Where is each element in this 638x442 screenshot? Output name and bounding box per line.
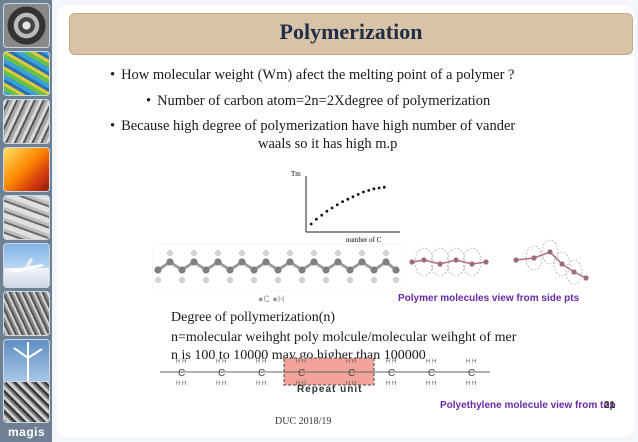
svg-text:H H: H H: [176, 359, 186, 365]
bullet-2: • Number of carbon atom=2n=2Xdegree of po…: [146, 93, 490, 110]
footer-text: DUC 2018/19: [275, 416, 332, 427]
chart-point: [320, 213, 324, 217]
chart-point: [335, 203, 339, 207]
wind-turbine-icon: [3, 339, 50, 384]
page-title: Polymerization: [279, 19, 423, 44]
svg-text:H H: H H: [256, 359, 266, 365]
svg-text:C: C: [468, 368, 475, 379]
colormap-icon: [3, 51, 50, 96]
bullet-text: Number of carbon atom=2n=2Xdegree of pol…: [157, 93, 491, 109]
heat-cube-icon: [3, 147, 50, 192]
svg-text:C: C: [258, 368, 265, 379]
wind-turbine-shape: [13, 342, 43, 382]
title-bar: Polymerization: [69, 13, 633, 55]
fibers-icon: [3, 99, 50, 144]
chart-point: [341, 200, 344, 203]
atom-legend: ●C ●H: [258, 294, 285, 304]
bullet-1: • How molecular weight (Wm) afect the mel…: [110, 67, 514, 84]
chart-point: [346, 197, 350, 201]
chart-point: [330, 206, 334, 210]
bullet-dot: •: [110, 118, 116, 134]
chart-points: [309, 185, 386, 226]
degree-formula: n=molecular weihght poly molcule/molecul…: [171, 330, 517, 345]
chart-point: [382, 185, 386, 189]
svg-text:H H: H H: [216, 359, 226, 365]
bullet-3-continuation: waals so it has high m.p: [258, 136, 398, 152]
sidebar: magis: [0, 0, 52, 442]
tm-chart: Tm number of C: [291, 170, 400, 244]
bullet-dot: •: [110, 67, 116, 83]
svg-text:C: C: [388, 368, 395, 379]
svg-text:C: C: [178, 368, 185, 379]
repeat-unit-label: Repeat unit: [297, 384, 363, 395]
svg-text:H H: H H: [426, 359, 436, 365]
polyethylene-caption: Polyethylene molecule view from top: [440, 400, 616, 411]
y-axis-label: Tm: [291, 170, 301, 178]
airplane-icon: [3, 243, 50, 288]
svg-text:H H: H H: [256, 381, 266, 386]
chart-point: [325, 209, 329, 213]
svg-text:C: C: [298, 368, 305, 379]
chart-point: [367, 189, 371, 192]
grain-icon: [3, 195, 50, 240]
airplane-shape: [10, 258, 44, 273]
svg-text:H H: H H: [466, 359, 476, 365]
svg-text:H H: H H: [216, 381, 226, 386]
page-number: 21: [604, 400, 616, 411]
polymer-molecules-side-view: [409, 239, 589, 285]
turbine-icon: [3, 3, 50, 48]
chart-point: [356, 193, 360, 196]
polymer-molecules-caption: Polymer molecules view from side pts: [398, 293, 580, 304]
svg-text:H H: H H: [346, 359, 356, 365]
svg-text:C: C: [428, 368, 435, 379]
svg-text:H H: H H: [426, 381, 436, 386]
chart-point: [362, 190, 365, 194]
chart-point: [377, 186, 381, 190]
polymer-chain-side-view: [152, 244, 402, 292]
bullet-3: • Because high degree of polymerization h…: [110, 118, 515, 135]
bullet-dot: •: [146, 93, 152, 109]
svg-text:H H: H H: [346, 381, 356, 386]
bullet-text: How molecular weight (Wm) afect the melt…: [121, 67, 515, 83]
svg-text:H H: H H: [386, 359, 396, 365]
svg-text:H H: H H: [176, 381, 186, 386]
svg-text:H H: H H: [296, 381, 306, 386]
grain-structure-icon: [3, 381, 50, 423]
chart-point: [309, 222, 313, 226]
svg-text:H H: H H: [466, 381, 476, 386]
svg-text:C: C: [348, 368, 355, 379]
chart-point: [372, 187, 376, 191]
degree-heading: Degree of pollymerization(n): [171, 310, 336, 325]
x-axis-label: number of C: [346, 236, 382, 244]
svg-text:H H: H H: [386, 381, 396, 386]
svg-text:H H: H H: [296, 359, 306, 365]
magis-logo: magis: [8, 425, 46, 439]
svg-text:C: C: [218, 368, 225, 379]
chart-point: [315, 217, 318, 221]
bullet-text: Because high degree of polymerization ha…: [121, 118, 516, 134]
chart-point: [351, 195, 355, 199]
texture-icon: [3, 291, 50, 336]
polyethylene-repeat-diagram: C C C C C C C C H H H H H H H H H H H H H H H H H H H H…: [160, 357, 490, 386]
